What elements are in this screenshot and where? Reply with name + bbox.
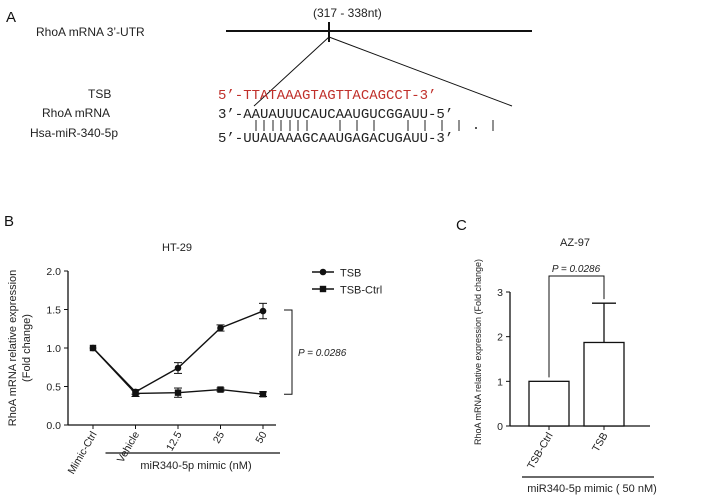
chart-b-p-value: P = 0.0286 <box>298 348 347 359</box>
chart-b-legend-marker <box>319 285 327 293</box>
chart-c-y-tick-label: 0 <box>497 421 503 433</box>
chart-c-x-tick-label: TSB <box>590 431 611 455</box>
chart-b-point-tsb <box>217 324 224 332</box>
chart-b-y-tick-label: 0.5 <box>46 382 61 394</box>
zoom-line-left <box>253 36 330 107</box>
chart-b-y-label-line1: RhoA mRNA relative expression <box>7 270 19 427</box>
chart-b-legend-marker <box>319 268 327 276</box>
panel-c-letter: C <box>456 217 467 234</box>
chart-b-significance-bracket <box>284 309 293 395</box>
chart-c-bar-tsb <box>583 341 625 427</box>
chart-c-y-tick-label: 2 <box>497 332 503 344</box>
chart-b-y-tick-label: 1.5 <box>46 305 61 317</box>
chart-b-x-tick-label: Vehicle <box>115 429 142 464</box>
utr-label: RhoA mRNA 3’-UTR <box>36 25 145 39</box>
chart-b-point-tsb-ctrl <box>174 389 182 396</box>
chart-c-bar-tsb-ctrl <box>528 380 570 427</box>
chart-b-point-tsb-ctrl <box>132 390 139 397</box>
chart-b-point-tsb-ctrl <box>259 391 267 398</box>
site-label: (317 - 338nt) <box>313 6 382 20</box>
chart-b-legend-label: TSB <box>340 268 361 280</box>
seq-rhoa: 3’-AAUAUUUCAUCAAUGUCGGAUU-5’ <box>218 107 453 123</box>
chart-c-x-tick-label: TSB-Ctrl <box>525 431 556 472</box>
chart-b: HT-29 0.0 0.5 1.0 1.5 2.0 RhoA mRNA relative e… <box>7 242 382 476</box>
seq-tsb: 5’-TTATAAAGTAGTTACAGCCT-3’ <box>218 88 436 104</box>
zoom-line-right <box>328 36 513 107</box>
chart-c: AZ-97 0 1 2 3 RhoA mRNA relative expression (… <box>473 237 657 495</box>
chart-b-y-tick-label: 1.0 <box>46 343 61 355</box>
chart-b-x-tick-label: Mimic-Ctrl <box>66 430 100 477</box>
panel-b-letter: B <box>4 213 14 230</box>
chart-c-y-label: RhoA mRNA relative expression (Fold chan… <box>473 259 483 445</box>
chart-c-y-tick-label: 1 <box>497 376 503 388</box>
chart-b-x-tick-label: 25 <box>211 429 227 445</box>
chart-b-point-tsb-ctrl <box>89 344 97 352</box>
chart-b-point-tsb <box>259 307 267 315</box>
panel-a-letter: A <box>6 9 16 26</box>
chart-c-x-label: miR340-5p mimic ( 50 nM) <box>527 483 657 495</box>
chart-b-series-line-0 <box>92 310 264 393</box>
base-pairing-marks <box>255 120 494 131</box>
chart-b-legend-label: TSB-Ctrl <box>340 285 382 297</box>
chart-b-x-tick-label: 50 <box>253 429 269 445</box>
chart-b-y-tick-label: 2.0 <box>46 266 61 278</box>
chart-c-p-value: P = 0.0286 <box>552 264 601 275</box>
row-name-mir: Hsa-miR-340-5p <box>30 126 118 140</box>
chart-b-point-tsb-ctrl <box>217 386 224 393</box>
chart-b-y-tick-label: 0.0 <box>46 420 61 432</box>
row-name-tsb: TSB <box>88 87 111 101</box>
row-name-rhoa: RhoA mRNA <box>42 106 110 120</box>
chart-c-significance-bracket <box>548 275 605 378</box>
chart-b-y-label-line2: (Fold change) <box>21 314 33 382</box>
seq-mir: 5’-UUAUAAAGCAAUGAGACUGAUU-3’ <box>218 131 453 147</box>
chart-b-title: HT-29 <box>162 242 192 254</box>
chart-c-title: AZ-97 <box>560 237 590 249</box>
chart-b-x-tick-label: 12.5 <box>164 429 185 453</box>
chart-b-point-tsb <box>174 364 182 372</box>
chart-b-x-label: miR340-5p mimic (nM) <box>140 460 251 472</box>
chart-c-y-tick-label: 3 <box>497 287 503 299</box>
